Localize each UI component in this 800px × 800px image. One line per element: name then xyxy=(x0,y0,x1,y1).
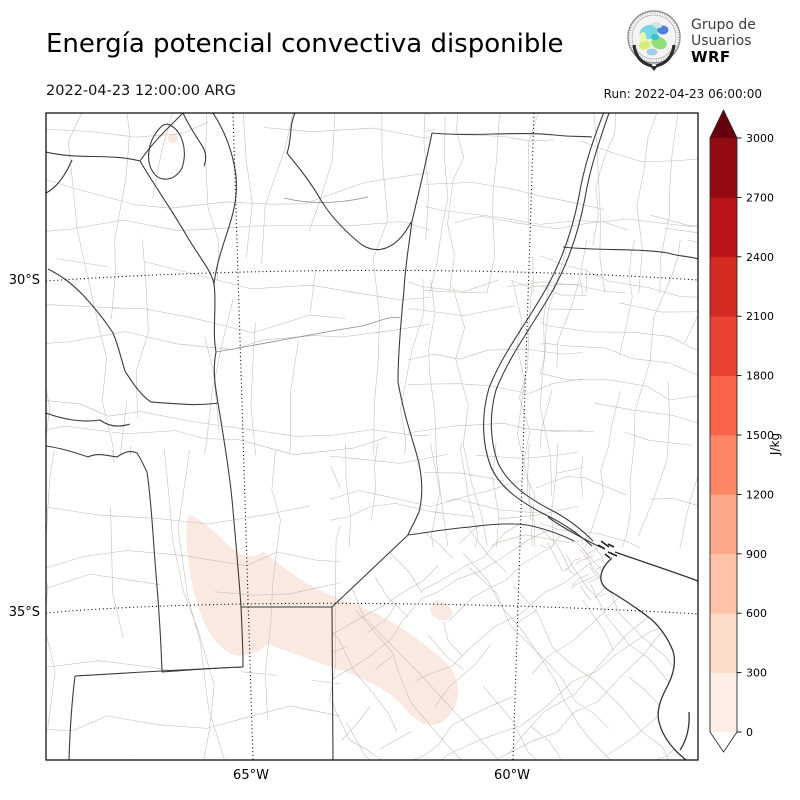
province-borders xyxy=(46,113,698,760)
valid-time-label: 2022-04-23 12:00:00 ARG xyxy=(46,83,236,99)
page-title: Energía potencial convectiva disponible xyxy=(46,29,564,59)
wrf-logo-emblem xyxy=(627,10,681,71)
colorbar-tick-label: 3000 xyxy=(746,132,774,145)
colorbar-segment xyxy=(710,553,737,614)
x-axis-tick-label: 65°W xyxy=(233,768,269,783)
logo-text-line1: Grupo de xyxy=(691,17,756,33)
colorbar-tick-label: 1800 xyxy=(746,370,774,383)
colorbar-segment xyxy=(710,375,737,436)
colorbar-segment xyxy=(710,256,737,317)
emblem-banner xyxy=(650,66,658,71)
colorbar-under-arrow xyxy=(710,732,737,752)
colorbar-segment xyxy=(710,435,737,495)
colorbar-tick-label: 1500 xyxy=(746,429,774,442)
department-boundaries xyxy=(46,113,698,760)
y-axis-tick-label: 30°S xyxy=(9,273,40,288)
colorbar-tick-label: 600 xyxy=(746,607,767,620)
colorbar-over-arrow xyxy=(710,110,737,138)
coastline xyxy=(597,540,698,760)
map-frame xyxy=(45,112,699,761)
colorbar-tick-label: 2100 xyxy=(746,310,774,323)
emblem-laurel-left xyxy=(632,44,653,68)
colorbar-segment xyxy=(710,138,737,198)
colorbar-tick-label: 1200 xyxy=(746,488,774,501)
emblem-laurel-right xyxy=(655,44,676,68)
map-canvas xyxy=(46,113,698,760)
parana-delta-islands xyxy=(597,540,618,559)
colorbar-segment xyxy=(710,613,737,673)
colorbar-tick-label: 0 xyxy=(746,726,753,739)
colorbar-tick-label: 900 xyxy=(746,548,767,561)
axis-labels: 30°S 35°S 65°W 60°W xyxy=(9,273,530,783)
rio-de-la-plata-water xyxy=(600,552,698,760)
logo-text-line3: WRF xyxy=(691,48,731,66)
internal-borders xyxy=(215,196,401,353)
colorbar-tick-label: 300 xyxy=(746,667,767,680)
colorbar-unit-label: J/kg xyxy=(768,433,782,456)
run-time-label: Run: 2022-04-23 06:00:00 xyxy=(603,87,762,101)
colorbar: 0 300 600 900 1200 1500 1800 2100 2400 2700 3000 J/… xyxy=(709,108,782,753)
colorbar-tick-label: 2400 xyxy=(746,251,774,264)
wrf-users-group-logo: Grupo de Usuarios WRF xyxy=(622,7,756,73)
graticule xyxy=(46,113,698,760)
y-axis-tick-label: 35°S xyxy=(9,605,40,620)
colorbar-segment xyxy=(710,672,737,733)
logo-text-line2: Usuarios xyxy=(691,32,752,49)
colorbar-segment xyxy=(710,494,737,555)
colorbar-tick-label: 2700 xyxy=(746,191,774,204)
cape-shaded-region xyxy=(167,133,459,726)
emblem-satellite-art xyxy=(639,21,669,56)
x-axis-tick-label: 60°W xyxy=(494,768,530,783)
colorbar-segment xyxy=(710,197,737,258)
colorbar-segment xyxy=(710,316,737,376)
